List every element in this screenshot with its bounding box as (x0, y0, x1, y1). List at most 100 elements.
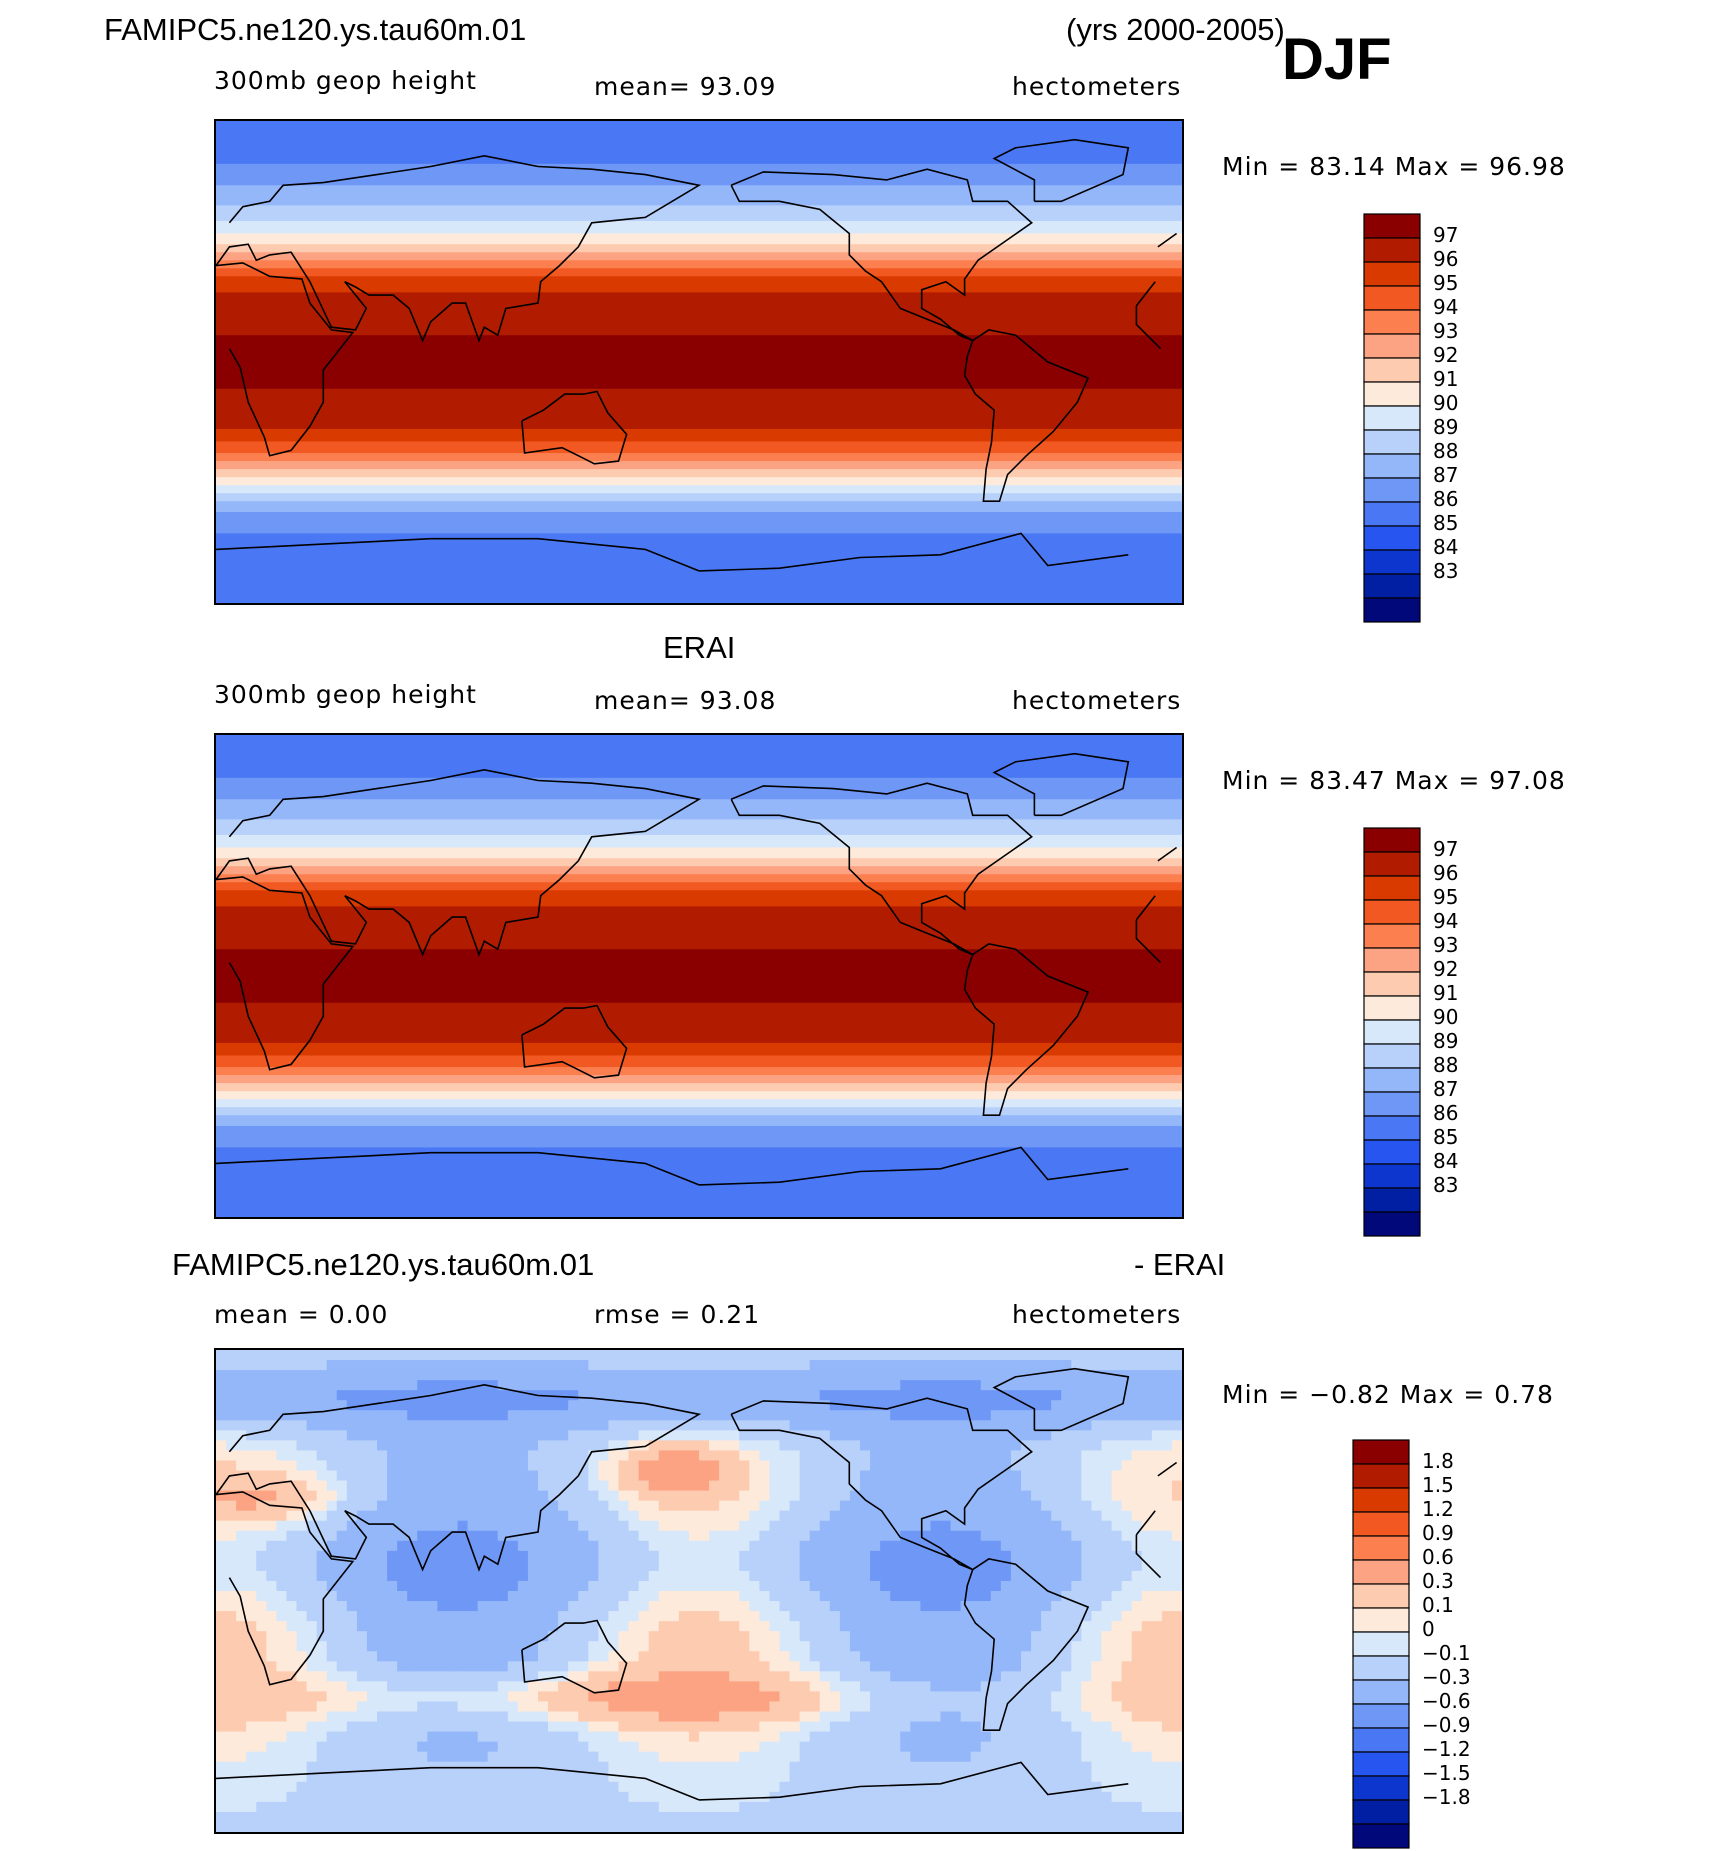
contour-cell (518, 1822, 529, 1832)
contour-cell (920, 1681, 931, 1692)
contour-cell (820, 1601, 831, 1612)
contour-cell (659, 1581, 670, 1592)
contour-cell (780, 1521, 791, 1532)
contour-cell (1071, 1651, 1082, 1662)
contour-cell (930, 1571, 941, 1582)
contour-cell (427, 1521, 438, 1532)
contour-cell (498, 1661, 509, 1672)
contour-cell (327, 1792, 338, 1803)
contour-cell (598, 1420, 609, 1431)
contour-cell (327, 1511, 338, 1522)
contour-cell (679, 1561, 690, 1572)
contour-cell (558, 1742, 569, 1753)
contour-cell (528, 1701, 539, 1712)
contour-cell (991, 1481, 1002, 1492)
contour-cell (528, 1521, 539, 1532)
contour-cell (276, 1541, 287, 1552)
contour-cell (860, 1671, 871, 1682)
contour-cell (1132, 1701, 1143, 1712)
contour-cell (518, 1400, 529, 1411)
contour-cell (920, 1460, 931, 1471)
contour-cell (518, 1732, 529, 1743)
contour-cell (639, 1551, 650, 1562)
contour-cell (488, 1541, 499, 1552)
contour-cell (437, 1611, 448, 1622)
contour-cell (810, 1460, 821, 1471)
contour-band (216, 335, 1182, 345)
contour-cell (447, 1752, 458, 1763)
contour-cell (719, 1601, 730, 1612)
contour-cell (1061, 1641, 1072, 1652)
contour-cell (468, 1782, 479, 1793)
contour-cell (850, 1591, 861, 1602)
contour-cell (387, 1551, 398, 1562)
contour-cell (961, 1390, 972, 1401)
contour-cell (508, 1420, 519, 1431)
contour-cell (1112, 1420, 1123, 1431)
contour-cell (367, 1681, 378, 1692)
contour-cell (598, 1481, 609, 1492)
contour-cell (900, 1712, 911, 1723)
contour-cell (900, 1601, 911, 1612)
contour-cell (1081, 1521, 1092, 1532)
contour-cell (910, 1380, 921, 1391)
contour-cell (357, 1420, 368, 1431)
contour-cell (910, 1481, 921, 1492)
contour-cell (910, 1471, 921, 1482)
contour-cell (548, 1360, 559, 1371)
contour-cell (699, 1430, 710, 1441)
contour-cell (880, 1360, 891, 1371)
contour-cell (1041, 1651, 1052, 1662)
contour-cell (800, 1460, 811, 1471)
contour-cell (447, 1471, 458, 1482)
contour-cell (810, 1541, 821, 1552)
contour-cell (327, 1661, 338, 1672)
contour-cell (548, 1591, 559, 1602)
contour-cell (920, 1571, 931, 1582)
contour-cell (1001, 1802, 1012, 1813)
contour-cell (276, 1360, 287, 1371)
contour-cell (971, 1450, 982, 1461)
contour-cell (850, 1380, 861, 1391)
contour-cell (1011, 1491, 1022, 1502)
contour-cell (920, 1430, 931, 1441)
contour-cell (941, 1420, 952, 1431)
contour-cell (850, 1802, 861, 1813)
contour-cell (307, 1380, 318, 1391)
contour-cell (437, 1571, 448, 1582)
contour-cell (518, 1511, 529, 1522)
contour-cell (981, 1661, 992, 1672)
contour-cell (639, 1802, 650, 1813)
contour-cell (246, 1390, 257, 1401)
contour-cell (619, 1360, 630, 1371)
contour-cell (236, 1722, 247, 1733)
contour-cell (739, 1601, 750, 1612)
contour-cell (307, 1742, 318, 1753)
contour-cell (317, 1491, 328, 1502)
contour-cell (920, 1611, 931, 1622)
contour-cell (488, 1440, 499, 1451)
contour-cell (790, 1752, 801, 1763)
contour-cell (981, 1732, 992, 1743)
contour-cell (971, 1732, 982, 1743)
contour-cell (890, 1792, 901, 1803)
contour-cell (226, 1390, 237, 1401)
contour-cell (1122, 1681, 1133, 1692)
contour-cell (578, 1400, 589, 1411)
contour-cell (800, 1712, 811, 1723)
contour-cell (749, 1641, 760, 1652)
contour-cell (1102, 1581, 1113, 1592)
contour-cell (749, 1621, 760, 1632)
contour-cell (709, 1551, 720, 1562)
contour-cell (608, 1400, 619, 1411)
contour-cell (1041, 1440, 1052, 1451)
contour-cell (1162, 1681, 1173, 1692)
contour-cell (427, 1661, 438, 1672)
contour-cell (920, 1732, 931, 1743)
contour-cell (598, 1410, 609, 1421)
contour-cell (941, 1410, 952, 1421)
contour-cell (538, 1370, 549, 1381)
contour-cell (1172, 1380, 1182, 1391)
contour-cell (820, 1350, 831, 1361)
contour-cell (1112, 1631, 1123, 1642)
